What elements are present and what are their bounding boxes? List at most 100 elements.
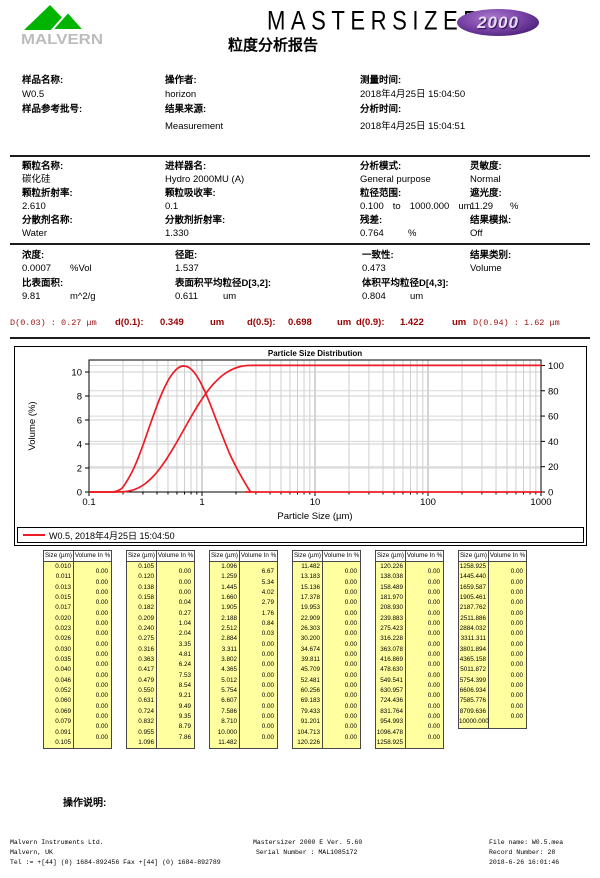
size-table-group: Size (µm) Volume In % 0.010 0.011 0.013 0.015… <box>43 550 112 750</box>
svg-text:2: 2 <box>77 464 82 475</box>
result-emulation-label: 结果模拟: <box>470 215 512 226</box>
volume-cell: 0.00 <box>95 619 108 627</box>
size-cell: 2.512 <box>221 625 237 633</box>
accessory-value: Hydro 2000MU (A) <box>165 174 245 185</box>
svg-text:8: 8 <box>77 392 82 403</box>
volume-cell: 0.00 <box>95 733 108 741</box>
size-cell: 104.713 <box>297 728 320 736</box>
d01-unit: um <box>210 317 225 328</box>
volume-column-header: Volume In % <box>74 552 111 559</box>
size-cell: 0.832 <box>138 718 154 726</box>
volume-column-header: Volume In % <box>240 552 277 559</box>
volume-cell: 0.00 <box>344 702 357 710</box>
volume-cell: 1.04 <box>178 619 191 627</box>
size-cell: 1445.440 <box>459 573 486 581</box>
size-cell: 316.228 <box>380 635 403 643</box>
size-cell: 0.417 <box>138 666 154 674</box>
volume-cell: 0.00 <box>261 692 274 700</box>
size-cell: 26.303 <box>300 625 320 633</box>
size-cell: 0.091 <box>55 728 71 736</box>
size-cell: 2.884 <box>221 635 237 643</box>
size-cell: 0.079 <box>55 718 71 726</box>
analysed-time-value: 2018年4月25日 15:04:51 <box>360 121 466 132</box>
volume-cell: 0.00 <box>510 630 523 638</box>
size-table-group: Size (µm) Volume In % 1.096 1.259 1.445 1.660… <box>209 550 278 750</box>
obscuration-value: 11.29% <box>470 201 519 212</box>
ssa-label: 比表面积: <box>22 278 64 289</box>
volume-cell: 0.00 <box>344 588 357 596</box>
volume-cell: 0.00 <box>510 661 523 669</box>
uniformity-label: 一致性: <box>362 250 394 261</box>
volume-cell: 0.03 <box>261 630 274 638</box>
volume-column-header: Volume In % <box>323 552 360 559</box>
size-cell: 0.182 <box>138 604 154 612</box>
footer-file-info: File name: W0.5.mea Record Number: 28 20… <box>489 839 564 866</box>
span-value: 1.537 <box>175 263 199 274</box>
volume-cell: 0.00 <box>95 702 108 710</box>
volume-cell: 0.00 <box>261 640 274 648</box>
volume-cell: 0.00 <box>95 650 108 658</box>
particle-ri-label: 颗粒折射率: <box>22 188 73 199</box>
size-range-value: 0.100 to 1000.000 um <box>360 201 472 212</box>
particle-size-chart: 0.1 1 10 100 1000 0 2 4 6 8 10 0 20 40 60 80 100 Particle… <box>14 346 587 546</box>
volume-cell: 0.00 <box>427 713 440 720</box>
volume-cell: 0.00 <box>95 568 108 576</box>
size-cell: 0.040 <box>55 666 71 674</box>
volume-cell: 0.00 <box>427 650 440 658</box>
size-cell: 630.957 <box>380 687 403 695</box>
size-cell: 8.710 <box>221 718 237 726</box>
volume-cell: 0.84 <box>261 619 274 627</box>
footer-instrument: Mastersizer 2000 E Ver. 5.60 Serial Numb… <box>253 839 363 856</box>
size-table-header: Size (µm) Volume In % <box>44 551 111 562</box>
volume-cell: 0.00 <box>510 692 523 700</box>
size-cell: 5011.872 <box>460 666 486 674</box>
size-cell: 5754.399 <box>459 676 486 684</box>
size-column-header: Size (µm) <box>44 551 74 561</box>
svg-text:20: 20 <box>548 462 559 473</box>
volume-cell: 0.00 <box>261 713 274 720</box>
size-cell: 1258.925 <box>459 563 486 570</box>
d01-label: d(0.1): <box>115 317 144 328</box>
size-cell: 13.183 <box>300 573 320 581</box>
size-cell: 1.096 <box>221 563 237 570</box>
svg-text:4: 4 <box>77 440 82 451</box>
size-table-header: Size (µm) Volume In % <box>210 551 277 562</box>
volume-cell: 0.00 <box>344 578 357 586</box>
size-cell: 158.489 <box>380 583 403 591</box>
size-cell: 2187.762 <box>459 604 486 612</box>
ssa-value: 9.81 m^2/g <box>22 291 96 302</box>
volume-cell: 0.00 <box>427 619 440 627</box>
volume-cell: 0.00 <box>178 578 191 586</box>
size-cell: 17.378 <box>300 594 320 602</box>
volume-cell: 0.00 <box>510 650 523 658</box>
size-cell: 5.754 <box>221 687 237 695</box>
size-cell: 6.607 <box>221 697 237 705</box>
volume-cell: 9.35 <box>178 713 191 720</box>
size-cell: 2884.032 <box>459 625 486 633</box>
operator-value: horizon <box>165 89 197 100</box>
volume-cell: 0.00 <box>427 702 440 710</box>
size-cell: 8709.636 <box>459 707 486 715</box>
chart-legend: W0.5, 2018年4月25日 15:04:50 <box>17 527 584 543</box>
volume-cell: 0.00 <box>344 723 357 731</box>
volume-column-header: Volume In % <box>489 552 526 559</box>
svg-text:100: 100 <box>548 361 564 372</box>
size-cell: 0.209 <box>138 614 154 622</box>
concentration-value: 0.0007 %Vol <box>22 263 92 274</box>
volume-cell: 0.00 <box>344 599 357 607</box>
result-emulation-value: Off <box>470 228 483 239</box>
size-cell: 275.423 <box>380 625 403 633</box>
size-cell: 39.811 <box>301 656 320 664</box>
volume-cell: 0.00 <box>95 713 108 720</box>
volume-cell: 0.00 <box>95 609 108 617</box>
size-cell: 954.993 <box>380 718 403 726</box>
residual-value: 0.764% <box>360 228 417 239</box>
accessory-label: 进样器名: <box>165 161 207 172</box>
d32-label: 表面积平均粒径D[3,2]: <box>175 278 272 289</box>
volume-cell: 0.00 <box>427 723 440 731</box>
volume-cell: 0.00 <box>510 671 523 679</box>
size-cell: 4.365 <box>221 666 237 674</box>
svg-text:Particle Size (µm): Particle Size (µm) <box>277 511 352 522</box>
size-column-header: Size (µm) <box>210 551 240 561</box>
dispersant-label: 分散剂名称: <box>22 215 73 226</box>
